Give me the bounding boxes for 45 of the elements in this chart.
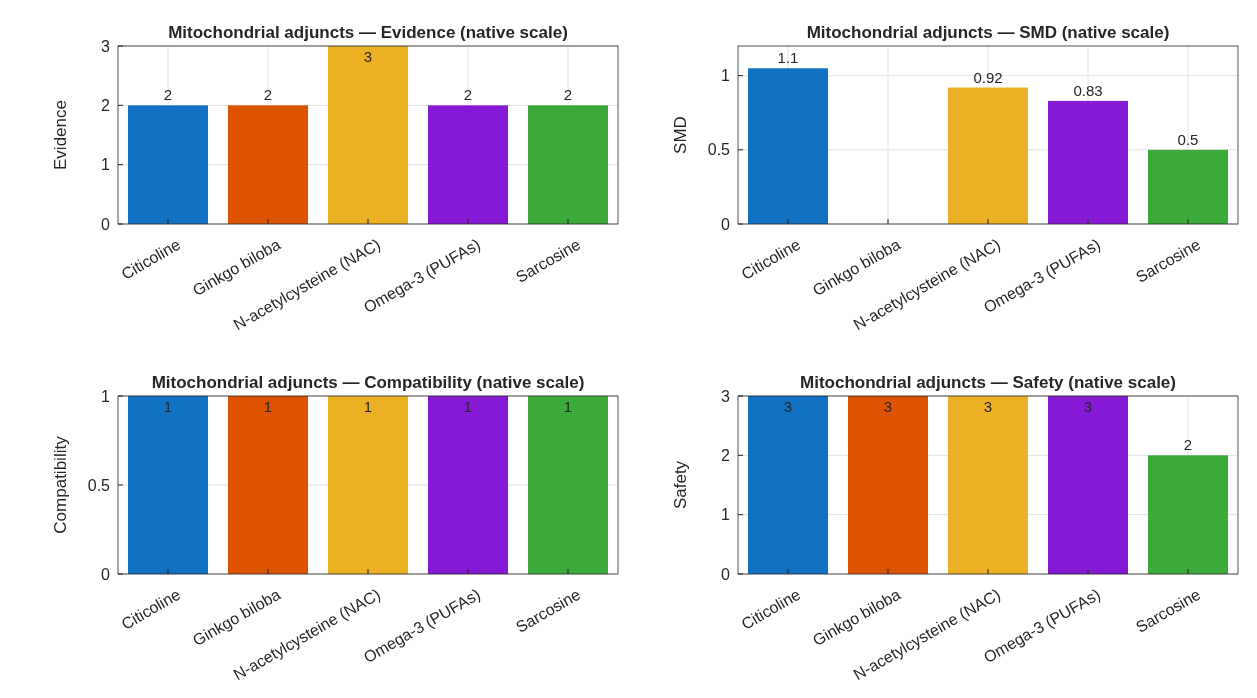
data-label: 1 <box>263 398 273 415</box>
data-label: 2 <box>563 86 573 104</box>
y-tick-label: 0 <box>721 215 731 233</box>
bar <box>948 87 1028 224</box>
y-tick-label: 3 <box>721 387 731 405</box>
data-label: 3 <box>1083 398 1093 415</box>
y-tick-label: 2 <box>101 96 111 114</box>
data-label: 0.83 <box>1073 81 1103 99</box>
y-tick-label: 1 <box>721 506 731 524</box>
data-label: 2 <box>163 86 173 104</box>
bar <box>1048 100 1128 224</box>
y-axis-title: Evidence <box>51 100 70 170</box>
chart-title: Mitochondrial adjuncts — Evidence (native scale) <box>168 23 568 42</box>
chart-title: Mitochondrial adjuncts — Compatibility (native scale) <box>151 373 585 392</box>
y-tick-label: 1 <box>721 67 731 85</box>
data-label: 3 <box>363 48 373 65</box>
bar <box>748 68 828 224</box>
y-tick-label: 3 <box>101 37 111 55</box>
y-tick-label: 1 <box>101 156 111 174</box>
y-tick-label: 0.5 <box>87 476 111 494</box>
bar <box>1148 149 1228 224</box>
y-axis-title: Compatibility <box>51 435 70 534</box>
chart-title: Mitochondrial adjuncts — SMD (native scale) <box>806 23 1170 42</box>
data-label: 2 <box>463 86 473 104</box>
data-label: 1 <box>363 398 373 415</box>
data-label: 2 <box>263 86 273 104</box>
data-label: 3 <box>783 398 793 415</box>
chart-title: Mitochondrial adjuncts — Safety (native scale) <box>800 373 1176 392</box>
y-tick-label: 2 <box>721 446 731 464</box>
y-tick-label: 0 <box>101 565 111 583</box>
data-label: 0.92 <box>973 68 1003 86</box>
data-label: 3 <box>883 398 893 415</box>
data-label: 1 <box>163 398 173 415</box>
data-label: 2 <box>1183 436 1193 454</box>
y-axis-title: Safety <box>671 460 690 510</box>
y-axis-title: SMD <box>671 116 690 154</box>
data-label: 1 <box>563 398 573 415</box>
y-tick-label: 0 <box>101 215 111 233</box>
data-label: 1 <box>463 398 473 415</box>
data-label: 3 <box>983 398 993 415</box>
y-tick-label: 0.5 <box>707 141 731 159</box>
y-tick-label: 0 <box>721 565 731 583</box>
y-tick-label: 1 <box>101 387 111 405</box>
data-label: 1.1 <box>777 49 799 67</box>
data-label: 0.5 <box>1177 130 1199 148</box>
